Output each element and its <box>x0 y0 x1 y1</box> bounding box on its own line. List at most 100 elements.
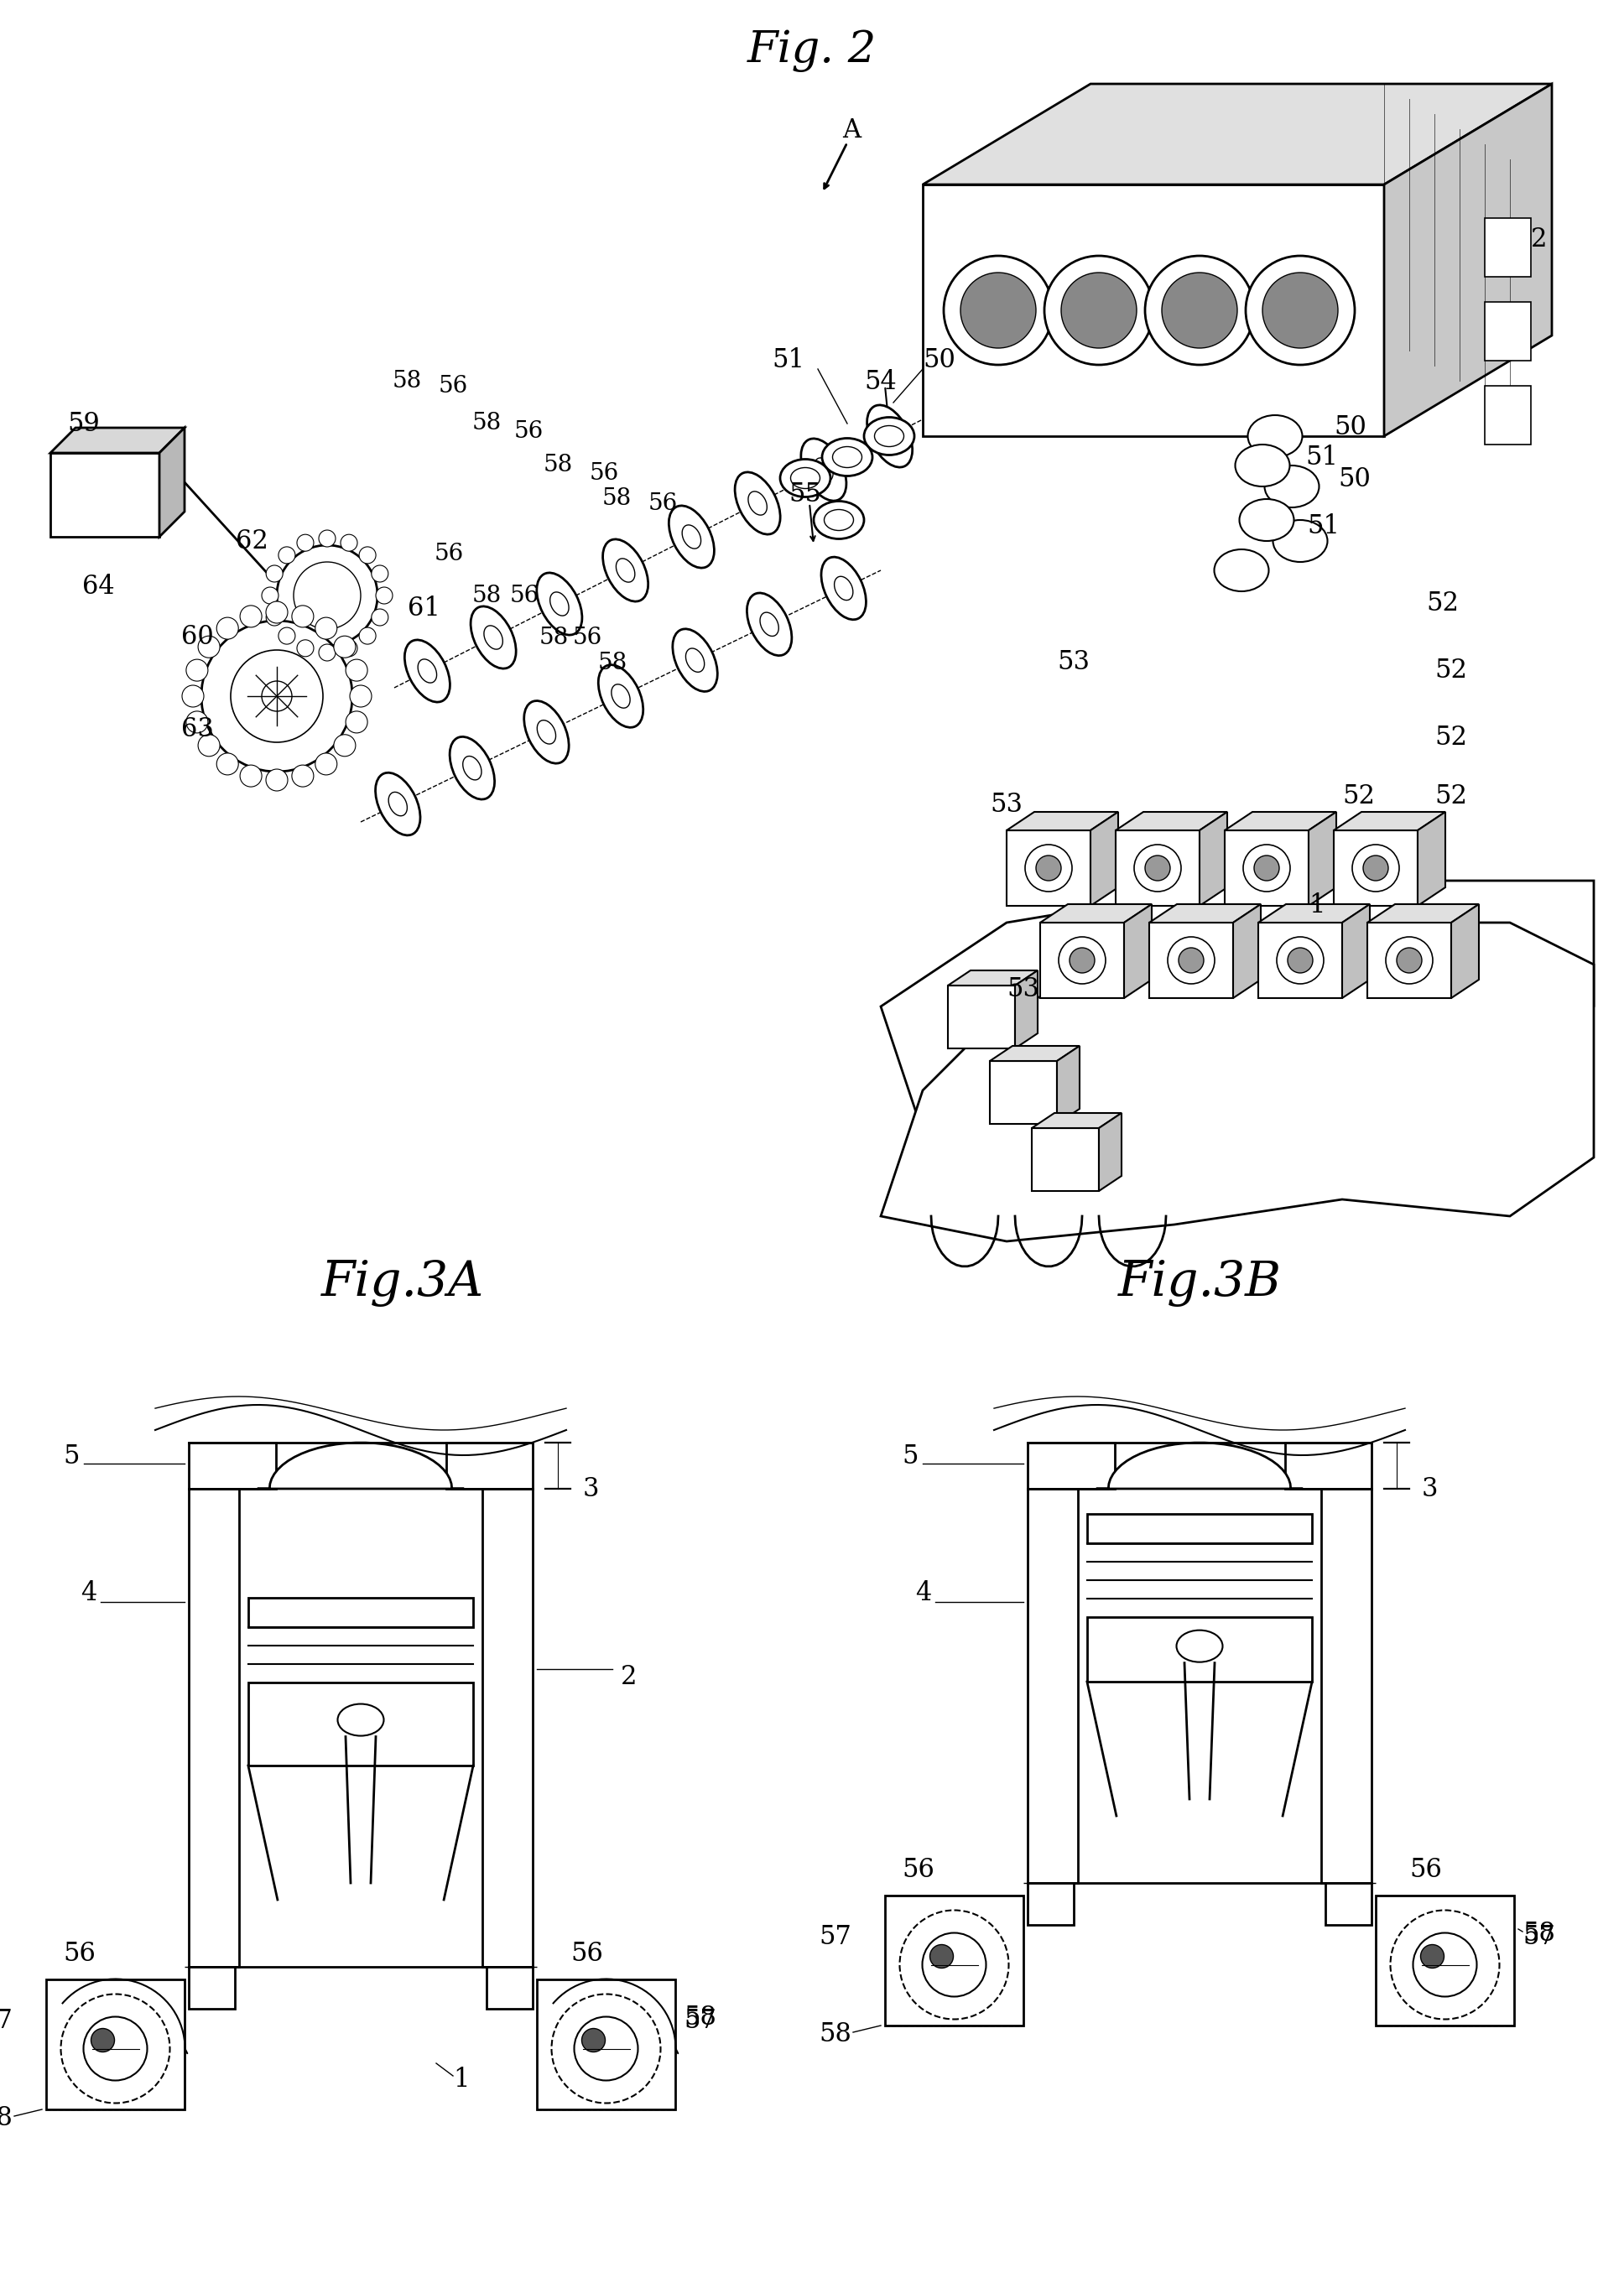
Circle shape <box>315 754 338 775</box>
Text: 57: 57 <box>818 1925 851 1950</box>
Circle shape <box>261 681 292 711</box>
Text: 3: 3 <box>583 1476 599 1501</box>
Text: 5: 5 <box>903 1444 919 1469</box>
Polygon shape <box>1233 904 1260 998</box>
Bar <box>45 1980 185 2109</box>
Circle shape <box>1413 1932 1476 1996</box>
Text: 2: 2 <box>1531 226 1548 253</box>
Ellipse shape <box>404 640 450 702</box>
Bar <box>1086 1515 1312 1542</box>
Ellipse shape <box>835 576 853 599</box>
Text: 52: 52 <box>1343 784 1376 809</box>
Polygon shape <box>1007 831 1090 907</box>
Circle shape <box>335 636 356 658</box>
Circle shape <box>1134 845 1181 891</box>
Polygon shape <box>991 1046 1080 1062</box>
Ellipse shape <box>801 440 846 501</box>
Circle shape <box>318 645 336 661</box>
Bar <box>482 1490 533 1966</box>
Polygon shape <box>1224 831 1309 907</box>
Text: 51: 51 <box>1306 444 1338 472</box>
Ellipse shape <box>1265 465 1319 508</box>
Circle shape <box>1262 273 1338 349</box>
Ellipse shape <box>880 424 900 449</box>
Circle shape <box>1161 273 1237 349</box>
Circle shape <box>372 608 388 626</box>
Text: Fig.3B: Fig.3B <box>1117 1260 1281 1308</box>
Circle shape <box>1145 857 1171 882</box>
Text: 56: 56 <box>903 1857 935 1884</box>
Bar <box>1484 219 1531 278</box>
Ellipse shape <box>736 472 780 535</box>
Text: 1: 1 <box>1309 893 1325 918</box>
Text: 64: 64 <box>81 574 114 599</box>
Circle shape <box>1397 948 1423 973</box>
Circle shape <box>1363 857 1389 882</box>
Circle shape <box>944 255 1052 364</box>
Text: 58: 58 <box>598 652 627 674</box>
Ellipse shape <box>536 572 581 636</box>
Circle shape <box>1179 948 1203 973</box>
Ellipse shape <box>484 626 503 649</box>
Bar <box>538 1980 676 2109</box>
Polygon shape <box>1384 84 1553 435</box>
Ellipse shape <box>867 405 913 467</box>
Ellipse shape <box>538 720 555 745</box>
Circle shape <box>1168 936 1215 984</box>
Polygon shape <box>1367 923 1452 998</box>
Circle shape <box>318 531 336 547</box>
Text: 58: 58 <box>603 487 632 510</box>
Bar <box>1285 1442 1372 1490</box>
Text: 56: 56 <box>572 626 603 649</box>
Polygon shape <box>1031 1114 1122 1128</box>
Circle shape <box>1044 255 1153 364</box>
Circle shape <box>372 565 388 583</box>
Circle shape <box>266 565 283 583</box>
Polygon shape <box>1333 811 1445 831</box>
Polygon shape <box>1259 923 1341 998</box>
Ellipse shape <box>749 492 767 515</box>
Text: 1: 1 <box>453 2066 469 2093</box>
Ellipse shape <box>471 606 516 667</box>
Circle shape <box>1242 845 1289 891</box>
Circle shape <box>359 626 375 645</box>
Circle shape <box>198 734 219 756</box>
Polygon shape <box>1116 811 1228 831</box>
Polygon shape <box>1224 811 1337 831</box>
Text: 4: 4 <box>914 1581 931 1606</box>
Text: Fig. 2: Fig. 2 <box>747 30 877 71</box>
Text: 56: 56 <box>648 492 677 515</box>
Text: 58: 58 <box>1523 1920 1556 1945</box>
Polygon shape <box>1259 904 1369 923</box>
Circle shape <box>1385 936 1432 984</box>
Circle shape <box>960 273 1036 349</box>
Text: 51: 51 <box>1307 515 1340 540</box>
Bar <box>1028 1884 1073 1925</box>
Text: 59: 59 <box>68 410 101 437</box>
Polygon shape <box>1007 811 1119 831</box>
Polygon shape <box>257 1442 464 1490</box>
Text: 50: 50 <box>922 349 957 374</box>
Circle shape <box>1421 1945 1444 1968</box>
Text: 58: 58 <box>542 453 573 476</box>
Text: 58: 58 <box>471 412 502 435</box>
Circle shape <box>341 640 357 656</box>
Text: 52: 52 <box>1436 724 1468 752</box>
Ellipse shape <box>682 524 702 549</box>
Circle shape <box>1288 948 1312 973</box>
Polygon shape <box>50 428 185 453</box>
Polygon shape <box>1031 1128 1099 1191</box>
Circle shape <box>349 686 372 706</box>
Circle shape <box>375 588 393 604</box>
Polygon shape <box>1015 970 1038 1048</box>
Circle shape <box>278 626 296 645</box>
Text: 62: 62 <box>235 528 268 554</box>
Circle shape <box>575 2016 638 2080</box>
Polygon shape <box>1333 831 1418 907</box>
Text: 57: 57 <box>0 2009 13 2034</box>
Text: 54: 54 <box>864 369 896 394</box>
Ellipse shape <box>1176 1631 1223 1663</box>
Text: 56: 56 <box>434 542 463 565</box>
Ellipse shape <box>823 510 854 531</box>
Circle shape <box>297 535 313 551</box>
